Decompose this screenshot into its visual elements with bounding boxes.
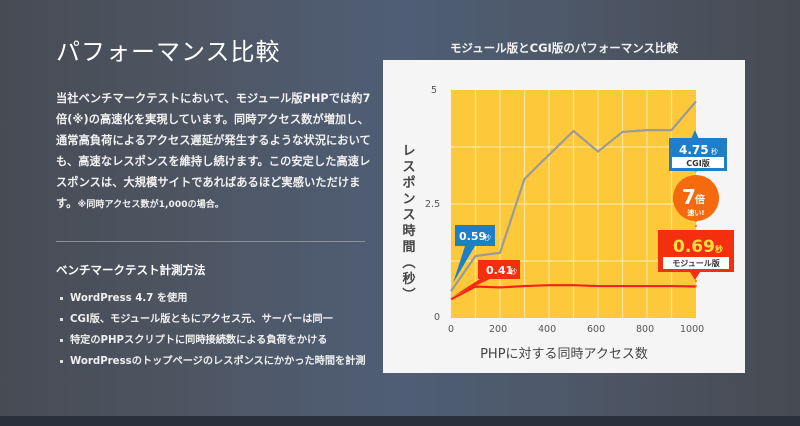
intro-section: パフォーマンス比較 当社ベンチマークテストにおいて、モジュール版PHPでは約7倍… (56, 36, 376, 216)
section-divider (56, 241, 365, 242)
module-start-callout: 0.41秒 (453, 260, 520, 297)
chart-container: 0.59 秒 0.41 秒 4.75 秒 CGI版 7 倍速い! 0.69 秒モジュール版 レスポン… (383, 60, 745, 373)
method-item: WordPress 4.7 を使用 (56, 288, 386, 309)
svg-text:7: 7 (682, 185, 696, 209)
description-note: ※同時アクセス数が1,000の場合。 (77, 200, 225, 210)
module-series-line (450, 284, 697, 301)
x-tick: 200 (489, 324, 508, 335)
x-tick: 800 (636, 324, 655, 335)
svg-text:倍: 倍 (695, 193, 705, 206)
cgi-series-line (450, 100, 697, 292)
svg-text:モジュール版: モジュール版 (672, 258, 719, 268)
bullet-icon (60, 339, 63, 342)
bullet-icon (60, 297, 63, 300)
method-heading: ベンチマークテスト計測方法 (56, 263, 206, 277)
description-text: 当社ベンチマークテストにおいて、モジュール版PHPでは約7倍(※)の高速化を実現… (56, 92, 371, 210)
page-title: パフォーマンス比較 (56, 38, 281, 66)
svg-text:CGI版: CGI版 (686, 158, 709, 168)
method-section: ベンチマークテスト計測方法 WordPress 4.7 を使用 CGI版、モジュ… (56, 262, 386, 372)
x-tick: 600 (587, 324, 606, 335)
method-item: 特定のPHPスクリプトに同時接続数による負荷をかける (56, 330, 386, 351)
x-tick: 0 (448, 324, 455, 335)
cgi-start-value: 0.59 (459, 230, 486, 243)
x-axis-label: PHPに対する同時アクセス数 (480, 347, 648, 362)
x-tick: 400 (538, 324, 557, 335)
cgi-start-callout: 0.59秒 (453, 225, 495, 284)
footer-band (0, 416, 800, 426)
svg-text:秒: 秒 (711, 147, 718, 156)
chart-title: モジュール版とCGI版のパフォーマンス比較 (449, 41, 679, 55)
y-tick: 5 (431, 85, 438, 96)
x-tick: 1000 (680, 324, 705, 335)
svg-text:秒: 秒 (484, 233, 491, 242)
description: 当社ベンチマークテストにおいて、モジュール版PHPでは約7倍(※)の高速化を実現… (56, 88, 376, 216)
method-list: WordPress 4.7 を使用 CGI版、モジュール版ともにアクセス元、サー… (56, 288, 386, 372)
bullet-icon (60, 360, 63, 363)
y-axis-label: レスポンス時間 ︵ 秒 ︶ (402, 144, 416, 303)
y-tick: 0 (434, 312, 441, 323)
svg-text:秒: 秒 (715, 244, 723, 254)
method-item: CGI版、モジュール版ともにアクセス元、サーバーは同一 (56, 309, 386, 330)
svg-text:4.75: 4.75 (679, 143, 709, 157)
svg-text:速い!: 速い! (687, 208, 704, 217)
method-item: WordPressのトップページのレスポンスにかかった時間を計測 (56, 351, 386, 372)
bullet-icon (60, 318, 63, 321)
svg-text:0.69: 0.69 (673, 237, 715, 257)
svg-text:0.41: 0.41 (486, 264, 513, 277)
ratio-badge: 7 倍速い! (673, 175, 719, 221)
y-tick: 2.5 (425, 199, 441, 210)
svg-text:秒: 秒 (510, 267, 517, 276)
